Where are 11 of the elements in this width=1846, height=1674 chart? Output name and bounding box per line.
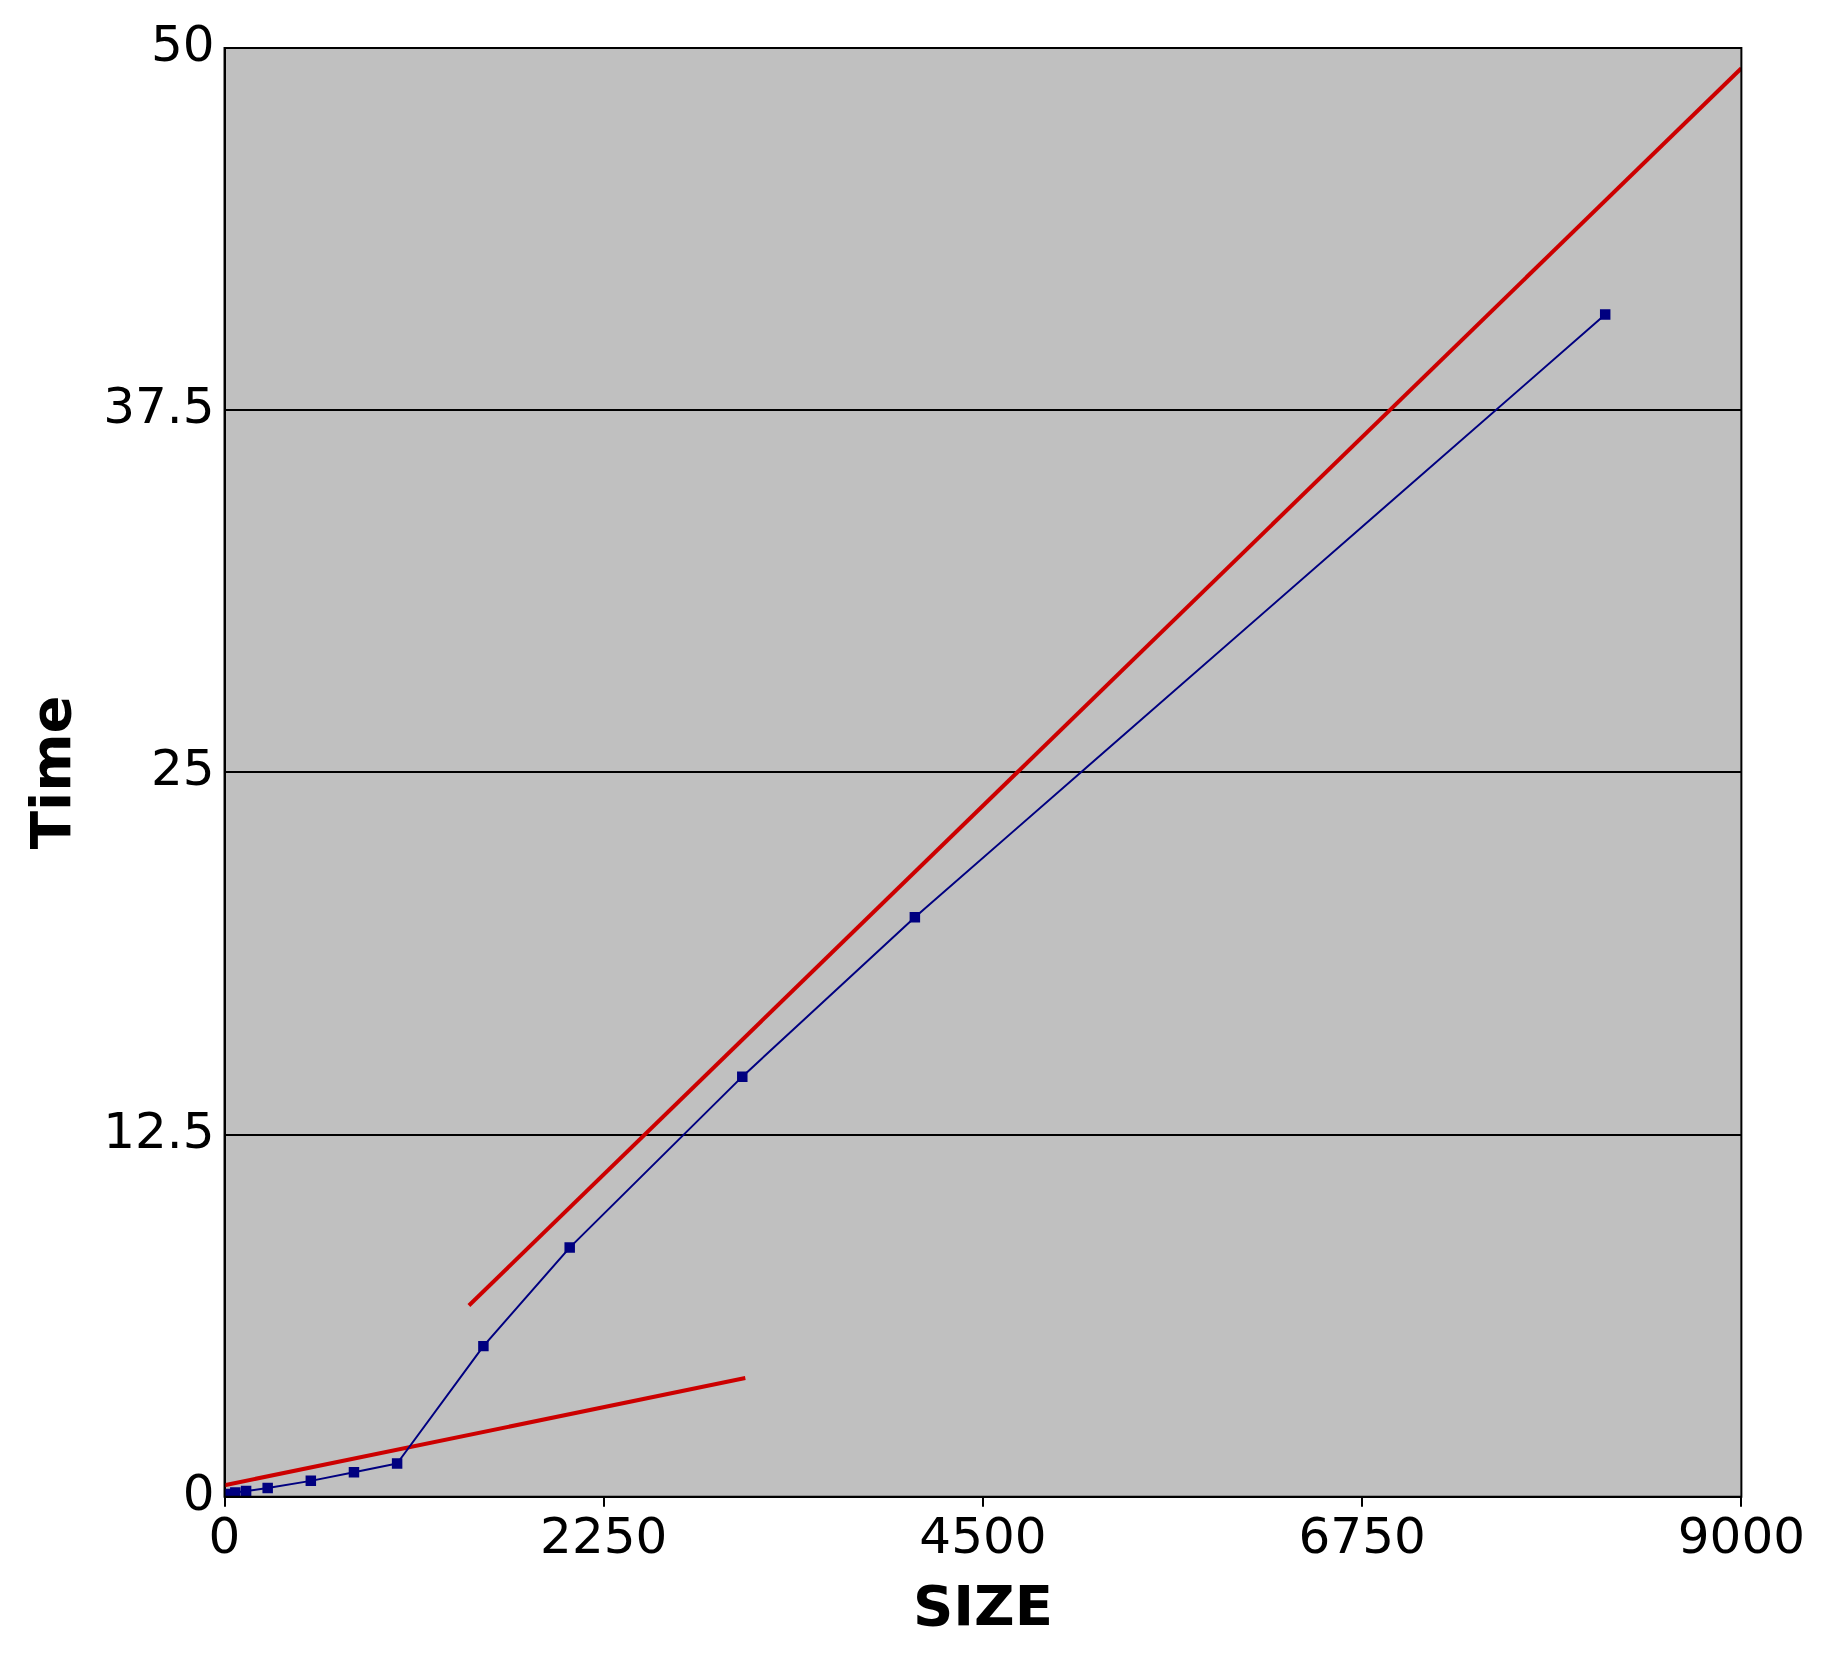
x-tick-label: 6750 — [1298, 1506, 1426, 1565]
y-tick-label: 50 — [150, 14, 215, 73]
y-tick-label: 25 — [150, 739, 215, 798]
x-tick-label: 9000 — [1677, 1506, 1805, 1565]
y-tick-label: 37.5 — [103, 377, 215, 436]
y-tick-label: 12.5 — [103, 1101, 215, 1160]
x-axis-title: SIZE — [912, 1572, 1053, 1638]
y-tick-label: 0 — [182, 1463, 215, 1522]
x-tick-label: 4500 — [919, 1506, 1047, 1565]
y-axis-title: Time — [18, 695, 84, 850]
x-tick-label: 2250 — [540, 1506, 668, 1565]
